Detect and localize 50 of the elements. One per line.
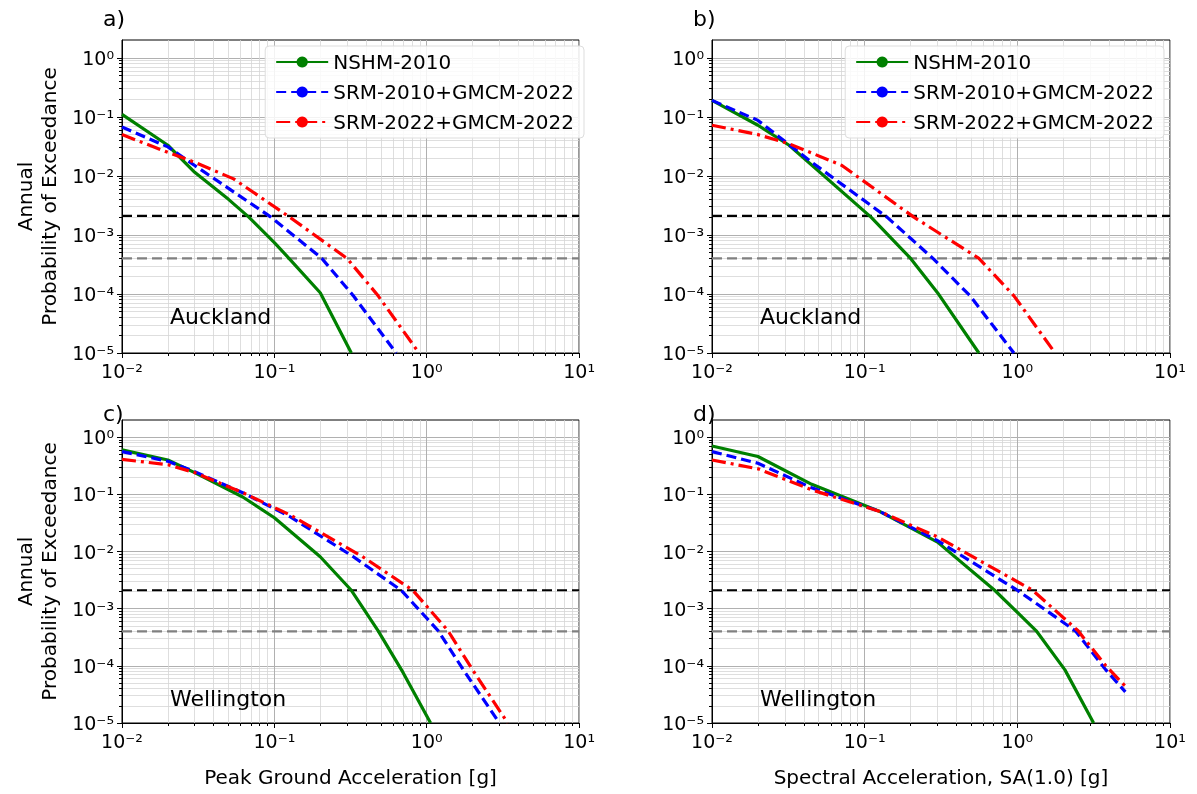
y-tick-label: 10⁻⁴ xyxy=(72,282,115,305)
legend-label: NSHM-2010 xyxy=(333,50,452,74)
annotation: Wellington xyxy=(760,685,877,711)
y-tick-label: 10⁰ xyxy=(82,426,114,449)
x-tick-label: 10⁻¹ xyxy=(253,729,296,752)
y-tick-label: 10⁻³ xyxy=(662,223,704,246)
x-tick-label: 10⁰ xyxy=(1001,729,1034,752)
y-tick-label: 10⁻² xyxy=(72,164,114,187)
y-tick-label: 10⁻³ xyxy=(72,223,114,246)
y-tick-label: 10⁰ xyxy=(672,426,704,449)
y-tick-label: 10⁰ xyxy=(82,46,114,69)
y-tick-label: 10⁻⁴ xyxy=(662,654,705,677)
x-tick-label: 10¹ xyxy=(1154,729,1186,752)
chart-title: a) xyxy=(103,5,126,31)
y-tick-label: 10⁻² xyxy=(662,540,704,563)
annotation: Wellington xyxy=(170,685,287,711)
legend-label: SRM-2022+GMCM-2022 xyxy=(333,110,574,134)
annotation: Auckland xyxy=(170,303,272,329)
chart-title: c) xyxy=(103,400,124,426)
annotation: Auckland xyxy=(760,303,862,329)
y-tick-label: 10⁻¹ xyxy=(662,105,704,128)
legend-label: SRM-2022+GMCM-2022 xyxy=(913,110,1154,134)
legend-label: NSHM-2010 xyxy=(913,50,1032,74)
y-tick-label: 10⁻³ xyxy=(72,597,114,620)
x-tick-label: 10⁰ xyxy=(410,359,443,382)
x-tick-label: 10⁻¹ xyxy=(843,729,886,752)
y-tick-label: 10⁻¹ xyxy=(72,483,114,506)
y-tick-label: 10⁻¹ xyxy=(72,105,114,128)
x-tick-label: 10⁰ xyxy=(410,729,443,752)
y-tick-label: 10⁻¹ xyxy=(662,483,704,506)
x-axis-title: Spectral Acceleration, SA(1.0) [g] xyxy=(773,765,1109,789)
x-tick-label: 10¹ xyxy=(563,359,595,382)
y-axis-title: Annual Probability of Exceedance xyxy=(13,442,62,701)
legend-label: SRM-2010+GMCM-2022 xyxy=(333,80,574,104)
y-tick-label: 10⁰ xyxy=(672,46,704,69)
chart-title: b) xyxy=(693,5,716,31)
y-tick-label: 10⁻² xyxy=(662,164,704,187)
legend-label: SRM-2010+GMCM-2022 xyxy=(913,80,1154,104)
x-tick-label: 10¹ xyxy=(1154,359,1186,382)
x-axis-title: Peak Ground Acceleration [g] xyxy=(204,765,497,789)
x-tick-label: 10⁻¹ xyxy=(843,359,886,382)
y-tick-label: 10⁻³ xyxy=(662,597,704,620)
x-tick-label: 10⁰ xyxy=(1001,359,1034,382)
y-tick-label: 10⁻⁴ xyxy=(662,282,705,305)
chart-title: d) xyxy=(693,400,716,426)
x-tick-label: 10⁻¹ xyxy=(253,359,296,382)
y-axis-title: Annual Probability of Exceedance xyxy=(13,67,62,326)
y-tick-label: 10⁻⁴ xyxy=(72,654,115,677)
y-tick-label: 10⁻² xyxy=(72,540,114,563)
x-tick-label: 10¹ xyxy=(563,729,595,752)
